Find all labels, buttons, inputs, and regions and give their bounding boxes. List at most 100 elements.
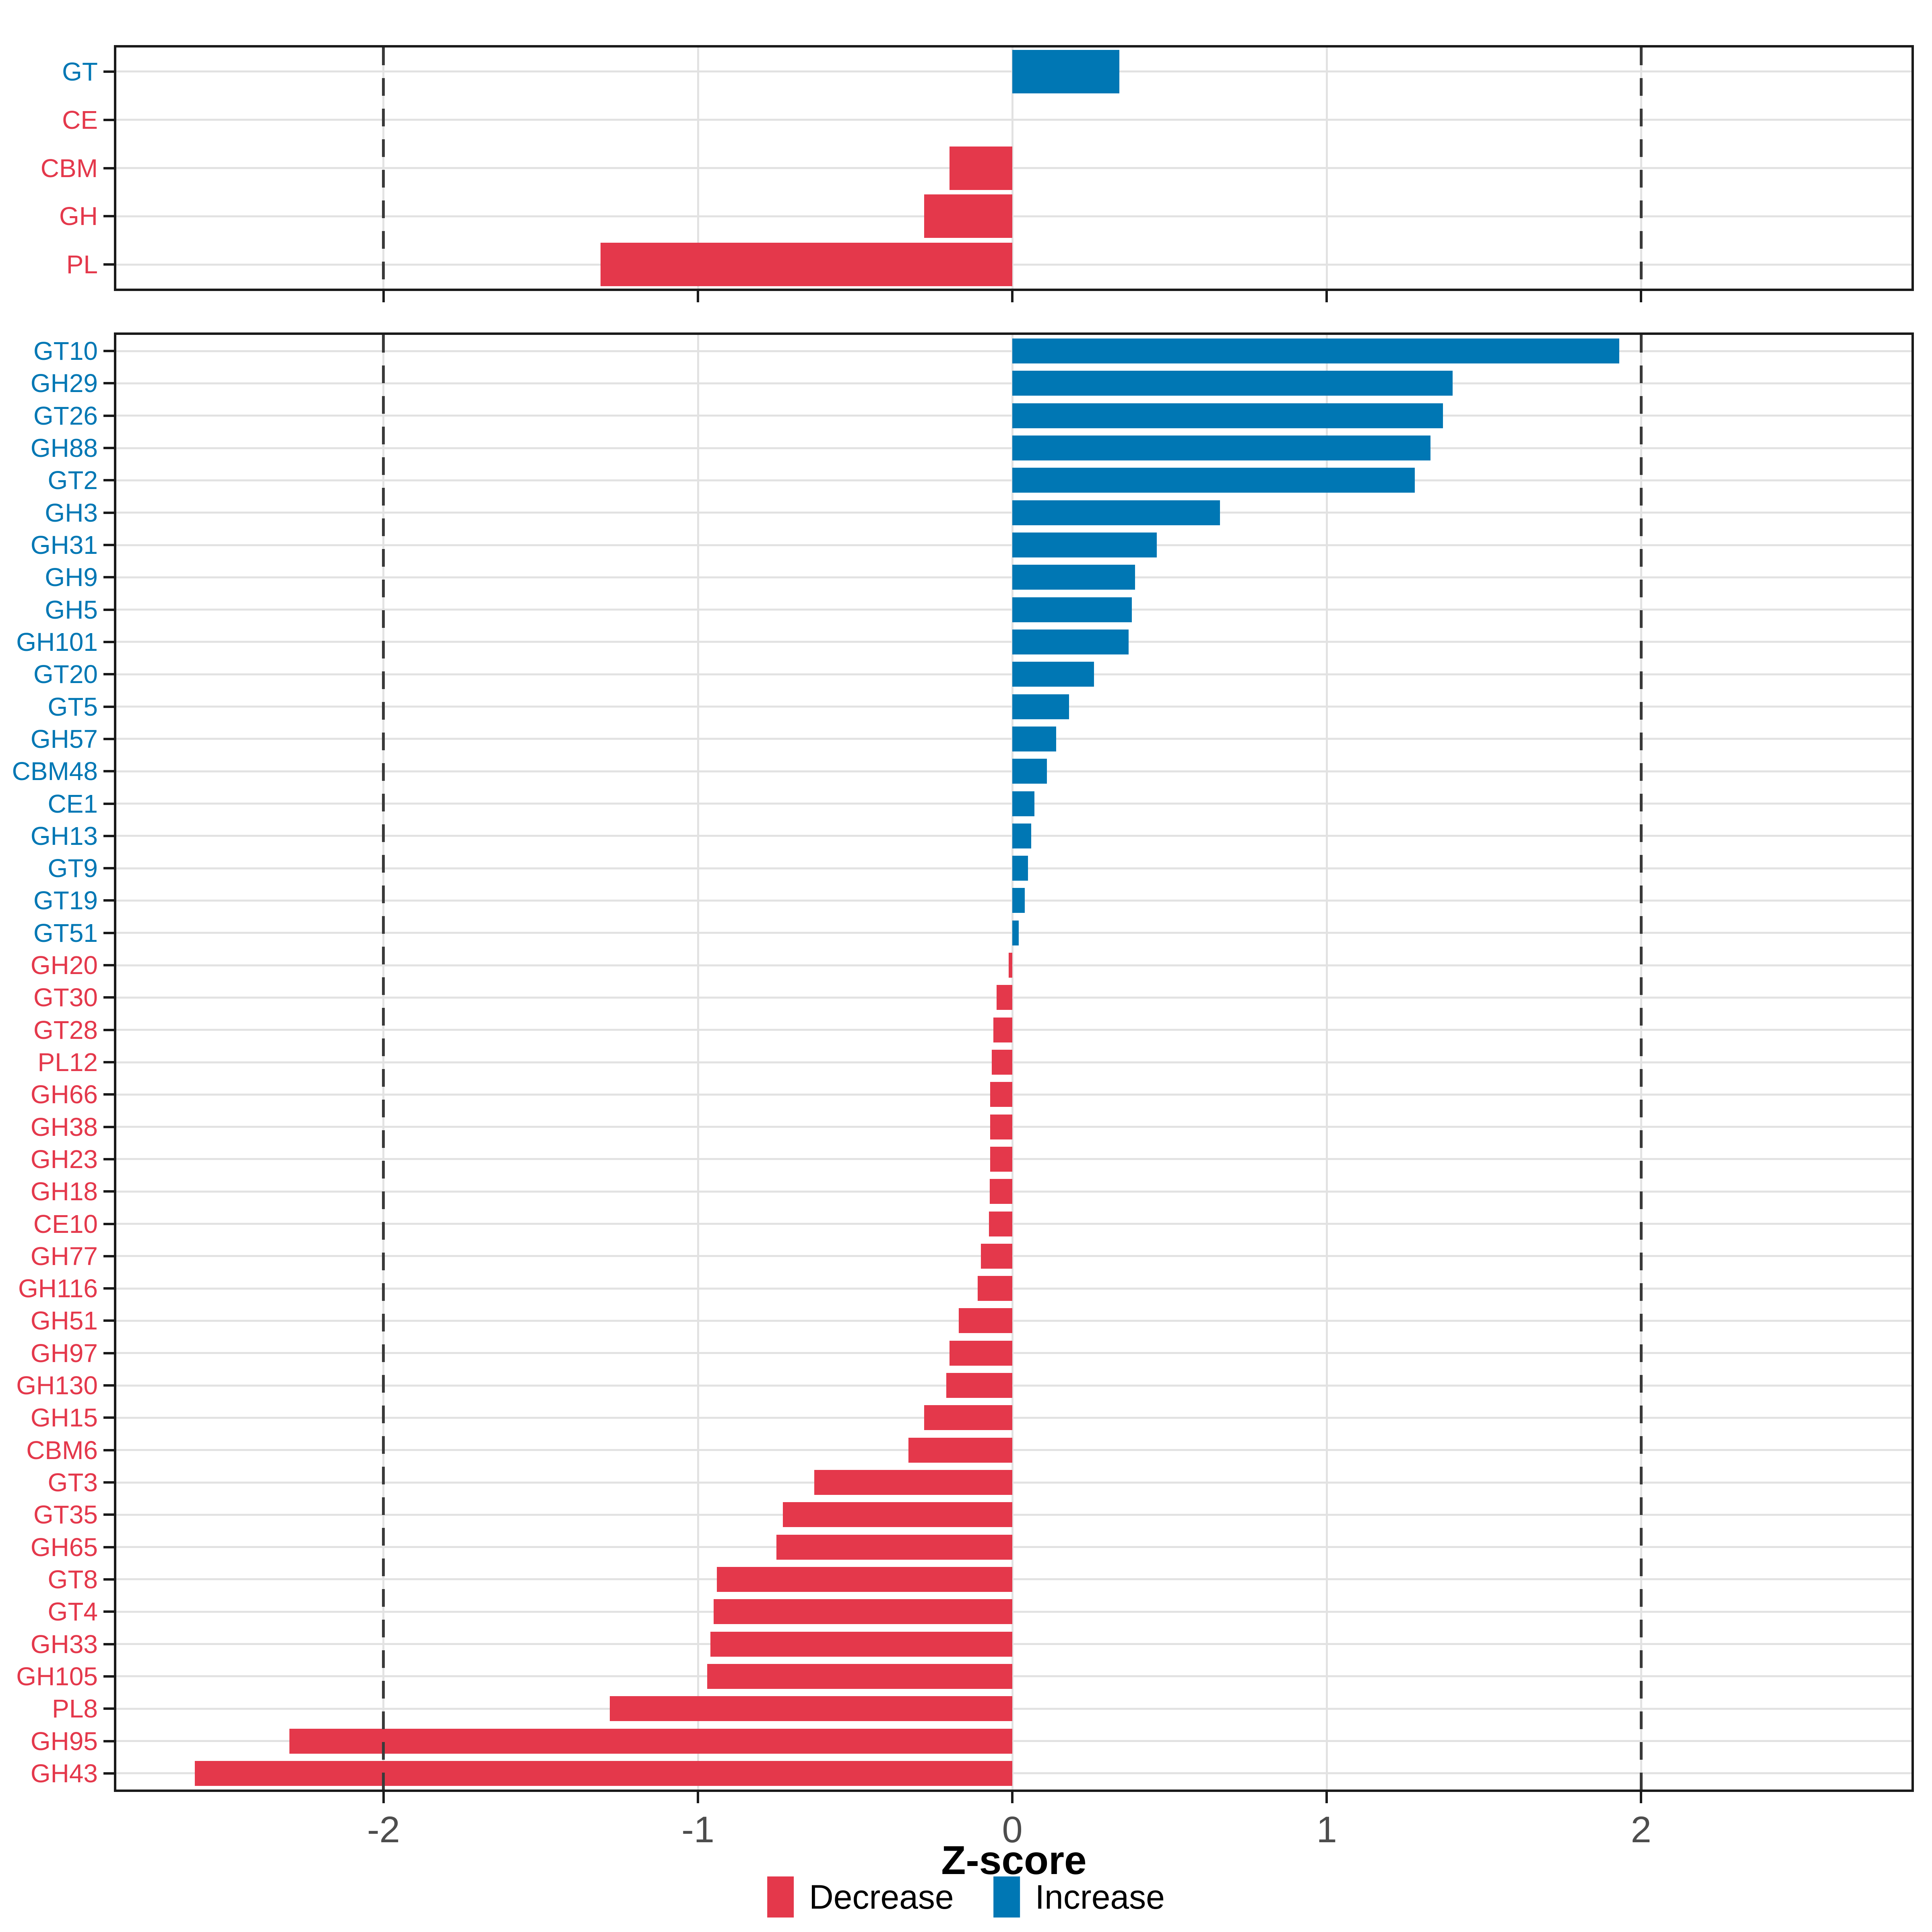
bar-gt8 <box>716 1567 1013 1592</box>
y-tick <box>103 1546 114 1548</box>
bar-ce10 <box>989 1211 1013 1236</box>
y-tick <box>103 964 114 967</box>
bar-gh88 <box>1012 436 1430 461</box>
y-tick <box>103 1319 114 1322</box>
category-label-gh51: GH51 <box>30 1306 98 1335</box>
dashed-refline <box>382 47 385 289</box>
category-label-ce1: CE1 <box>47 789 98 818</box>
category-label-gh95: GH95 <box>30 1726 98 1756</box>
category-label-gh9: GH9 <box>45 563 98 592</box>
category-label-gh: GH <box>59 202 98 231</box>
gridline-h <box>116 1093 1911 1096</box>
category-label-gh5: GH5 <box>45 595 98 624</box>
category-label-gh101: GH101 <box>16 627 98 656</box>
y-tick <box>103 1190 114 1193</box>
x-tick-label: 0 <box>1002 1809 1023 1850</box>
x-tick <box>382 1792 385 1803</box>
y-tick <box>103 1093 114 1096</box>
y-tick <box>103 1028 114 1031</box>
y-tick <box>103 1158 114 1160</box>
y-tick <box>103 118 114 121</box>
y-tick <box>103 1061 114 1063</box>
category-label-pl12: PL12 <box>37 1048 98 1077</box>
class-panel <box>114 45 1914 291</box>
category-label-gh105: GH105 <box>16 1662 98 1691</box>
bar-gt19 <box>1012 888 1025 913</box>
category-label-gh88: GH88 <box>30 433 98 463</box>
category-label-gh66: GH66 <box>30 1080 98 1109</box>
category-label-gh18: GH18 <box>30 1177 98 1206</box>
y-tick <box>103 1740 114 1742</box>
category-label-gt9: GT9 <box>47 854 98 883</box>
x-tick <box>1325 291 1328 302</box>
category-label-gt51: GT51 <box>33 918 98 947</box>
bar-gh5 <box>1012 597 1132 622</box>
gridline-h <box>116 964 1911 966</box>
gridline-h <box>116 1384 1911 1387</box>
category-label-gh116: GH116 <box>18 1274 98 1303</box>
x-tick <box>1640 291 1643 302</box>
dashed-refline <box>1639 47 1643 289</box>
x-tick <box>697 1792 699 1803</box>
dashed-refline <box>382 335 385 1790</box>
y-tick <box>103 1675 114 1678</box>
bar-gh57 <box>1012 726 1057 751</box>
gridline-h <box>116 1061 1911 1063</box>
y-tick <box>103 382 114 385</box>
category-label-gh65: GH65 <box>30 1532 98 1562</box>
bar-ce1 <box>1012 791 1034 816</box>
category-label-gt35: GT35 <box>33 1500 98 1530</box>
y-tick <box>103 263 114 266</box>
gridline-h <box>116 215 1911 217</box>
gridline-h <box>116 1416 1911 1419</box>
y-tick <box>103 867 114 870</box>
gridline-h <box>116 1675 1911 1678</box>
bar-gh43 <box>195 1761 1013 1786</box>
bar-gh31 <box>1012 533 1157 558</box>
y-tick <box>103 802 114 805</box>
y-tick <box>103 737 114 740</box>
bar-gh105 <box>707 1664 1013 1689</box>
bar-cbm6 <box>908 1437 1013 1463</box>
category-label-gh57: GH57 <box>30 724 98 753</box>
gridline-h <box>116 1126 1911 1128</box>
category-label-gh97: GH97 <box>30 1338 98 1368</box>
bar-gt26 <box>1012 403 1443 428</box>
gridline-h <box>116 996 1911 999</box>
y-tick <box>103 1610 114 1613</box>
gridline-h <box>116 1158 1911 1160</box>
bar-gh66 <box>990 1082 1013 1107</box>
x-tick <box>1011 1792 1014 1803</box>
category-label-ce: CE <box>62 105 98 134</box>
y-tick <box>103 70 114 73</box>
legend-label-increase: Increase <box>1035 1878 1165 1916</box>
bar-gt20 <box>1012 662 1094 687</box>
category-label-pl: PL <box>66 250 98 279</box>
y-tick <box>103 1578 114 1581</box>
bar-gt2 <box>1012 468 1415 493</box>
y-tick <box>103 414 114 417</box>
bar-gt4 <box>714 1599 1013 1624</box>
x-tick-label: 1 <box>1316 1809 1337 1850</box>
bar-gh51 <box>959 1308 1013 1333</box>
x-tick <box>1325 1792 1328 1803</box>
bar-cbm <box>949 146 1013 190</box>
category-label-ce10: CE10 <box>33 1209 98 1238</box>
bar-gt35 <box>782 1502 1013 1527</box>
x-tick <box>382 291 385 302</box>
x-axis-title: Z-score <box>941 1838 1087 1883</box>
y-tick <box>103 544 114 547</box>
x-tick-label: 2 <box>1631 1809 1651 1850</box>
y-tick <box>103 1513 114 1516</box>
bar-gh101 <box>1012 629 1129 654</box>
x-tick-label: -2 <box>367 1809 400 1850</box>
gridline-h <box>116 1352 1911 1354</box>
y-tick <box>103 931 114 934</box>
category-label-gt: GT <box>62 57 98 86</box>
gridline-h <box>116 1029 1911 1031</box>
category-label-gh38: GH38 <box>30 1112 98 1141</box>
bar-gh77 <box>980 1243 1013 1269</box>
bar-gh116 <box>978 1276 1013 1301</box>
gridline-h <box>116 167 1911 169</box>
y-tick <box>103 608 114 611</box>
